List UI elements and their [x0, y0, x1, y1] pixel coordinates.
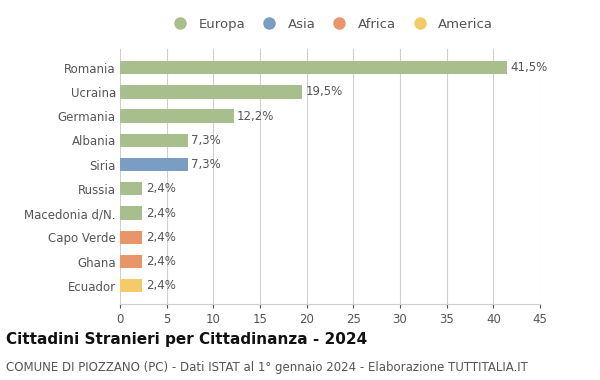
Text: 7,3%: 7,3%: [191, 134, 221, 147]
Text: COMUNE DI PIOZZANO (PC) - Dati ISTAT al 1° gennaio 2024 - Elaborazione TUTTITALI: COMUNE DI PIOZZANO (PC) - Dati ISTAT al …: [6, 361, 528, 374]
Text: 2,4%: 2,4%: [146, 255, 176, 268]
Text: 2,4%: 2,4%: [146, 182, 176, 195]
Bar: [120, 61, 508, 74]
Bar: [120, 182, 142, 195]
Bar: [120, 85, 302, 98]
Legend: Europa, Asia, Africa, America: Europa, Asia, Africa, America: [167, 18, 493, 31]
Text: 19,5%: 19,5%: [305, 86, 343, 98]
Text: 41,5%: 41,5%: [511, 61, 548, 74]
Text: Cittadini Stranieri per Cittadinanza - 2024: Cittadini Stranieri per Cittadinanza - 2…: [6, 332, 367, 347]
Bar: [120, 134, 188, 147]
Text: 2,4%: 2,4%: [146, 279, 176, 292]
Bar: [120, 255, 142, 268]
Bar: [120, 279, 142, 293]
Bar: [120, 109, 234, 123]
Text: 12,2%: 12,2%: [237, 109, 275, 123]
Text: 7,3%: 7,3%: [191, 158, 221, 171]
Bar: [120, 206, 142, 220]
Text: 2,4%: 2,4%: [146, 207, 176, 220]
Bar: [120, 158, 188, 171]
Text: 2,4%: 2,4%: [146, 231, 176, 244]
Bar: [120, 231, 142, 244]
